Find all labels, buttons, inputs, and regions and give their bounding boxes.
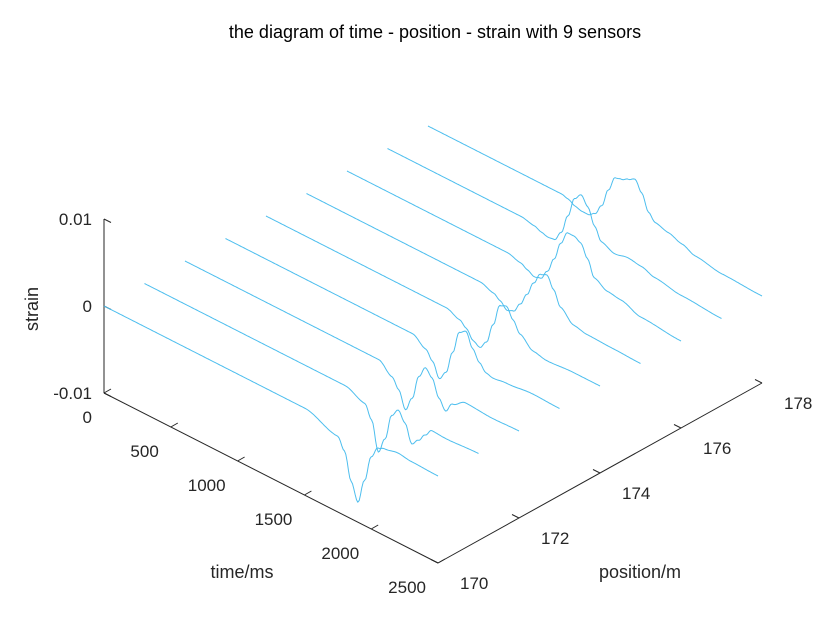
- series-line-175: [306, 193, 641, 364]
- series-line-174: [265, 215, 601, 387]
- z-axis-ticks: -0.01 0 0.01: [53, 210, 112, 403]
- y-tick-mark: [754, 379, 763, 384]
- y-axis-ticks: 170 172 174 176 178: [430, 379, 812, 593]
- z-tick-mark: [103, 392, 112, 397]
- x-tick-label: 0: [83, 408, 92, 427]
- y-axis-label: position/m: [599, 562, 681, 582]
- y-tick-label: 176: [703, 439, 731, 458]
- series-line-172: [184, 260, 520, 432]
- x-tick-mark: [437, 558, 446, 564]
- x-axis-label: time/ms: [211, 562, 274, 582]
- series-line-173: [225, 238, 560, 409]
- y-tick-label: 172: [541, 529, 569, 548]
- series-line-171: [144, 283, 479, 454]
- x-axis-ticks: 0 500 1000 1500 2000 2500: [83, 388, 446, 597]
- x-axis-line: [103, 392, 439, 564]
- series-line-176: [346, 170, 682, 342]
- x-tick-label: 500: [130, 442, 158, 461]
- series-group: [103, 125, 763, 503]
- x-tick-mark: [170, 422, 179, 428]
- z-tick-mark: [103, 218, 112, 223]
- chart-title: the diagram of time - position - strain …: [229, 22, 641, 42]
- x-tick-label: 2000: [321, 544, 359, 563]
- y-tick-mark: [430, 559, 439, 564]
- y-tick-mark: [673, 424, 682, 429]
- x-tick-label: 1000: [188, 476, 226, 495]
- y-tick-label: 170: [460, 574, 488, 593]
- x-tick-mark: [103, 388, 112, 394]
- z-tick-label: 0.01: [59, 210, 92, 229]
- series-line-170: [103, 305, 439, 503]
- series-line-178: [427, 125, 763, 297]
- y-tick-mark: [511, 514, 520, 519]
- z-tick-label: -0.01: [53, 384, 92, 403]
- y-tick-label: 174: [622, 484, 650, 503]
- x-tick-label: 1500: [255, 510, 293, 529]
- x-tick-mark: [237, 456, 245, 462]
- x-tick-label: 2500: [388, 578, 426, 597]
- z-axis-label: strain: [22, 287, 42, 331]
- y-tick-mark: [592, 469, 601, 474]
- series-line-177: [387, 148, 722, 319]
- x-tick-mark: [304, 490, 312, 496]
- y-tick-label: 178: [784, 394, 812, 413]
- z-tick-label: 0: [83, 297, 92, 316]
- x-tick-mark: [370, 524, 379, 530]
